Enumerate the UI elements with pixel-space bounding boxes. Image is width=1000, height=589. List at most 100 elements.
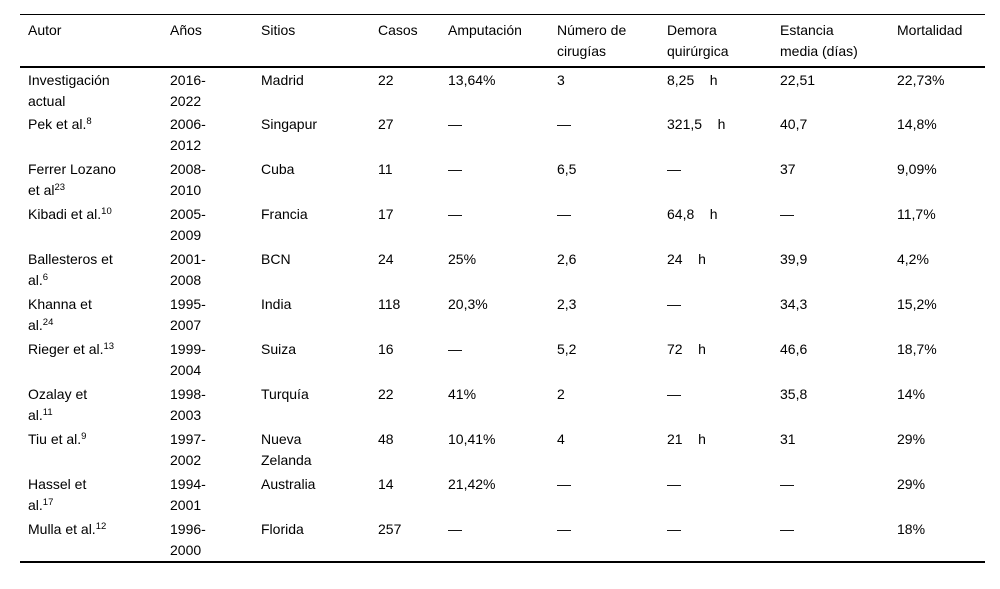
cell-cirugias: 6,5 xyxy=(557,161,577,177)
table-row: Tiu et al.9 1997- 2002 Nueva Zelanda 48 … xyxy=(20,427,985,472)
column-header-autor: Autor xyxy=(28,22,62,38)
cell-estancia: 34,3 xyxy=(780,296,808,312)
table-row: Rieger et al.13 1999- 2004 Suiza 16 — 5,… xyxy=(20,337,985,382)
cell-sitios: Madrid xyxy=(261,72,304,88)
cell-sitios: BCN xyxy=(261,251,291,267)
cell-amputacion: — xyxy=(448,521,462,537)
cell-estancia: 46,6 xyxy=(780,341,808,357)
column-header-casos: Casos xyxy=(378,22,418,38)
cell-anos: 1996- 2000 xyxy=(170,521,206,558)
cell-estancia: — xyxy=(780,206,794,222)
author-name: Hassel et al. xyxy=(28,476,87,513)
cell-sitios: Turquía xyxy=(261,386,309,402)
cell-anos: 1998- 2003 xyxy=(170,386,206,423)
cell-amputacion: 13,64% xyxy=(448,72,496,88)
cell-autor: Ferrer Lozano et al23 xyxy=(20,157,170,202)
reference-superscript: 12 xyxy=(95,521,107,532)
cell-sitios: Australia xyxy=(261,476,316,492)
cell-estancia: 22,51 xyxy=(780,72,816,88)
cell-mortalidad: 15,2% xyxy=(897,296,937,312)
cell-amputacion: 41% xyxy=(448,386,477,402)
reference-superscript: 11 xyxy=(42,407,53,418)
author-name: Ferrer Lozano et al xyxy=(28,161,116,198)
cell-amputacion: 10,41% xyxy=(448,431,496,447)
table-row: Ozalay et al.11 1998- 2003 Turquía 22 41… xyxy=(20,382,985,427)
cell-mortalidad: 29% xyxy=(897,476,926,492)
comparison-table-container: Autor Años Sitios Casos Amputación Númer… xyxy=(20,14,985,563)
cell-anos: 1997- 2002 xyxy=(170,431,206,468)
table-row: Investigación actual 2016- 2022 Madrid 2… xyxy=(20,67,985,112)
cell-sitios: Francia xyxy=(261,206,308,222)
cell-demora: 24 h xyxy=(667,251,706,267)
author-name: Kibadi et al. xyxy=(28,206,102,222)
cell-autor: Hassel et al.17 xyxy=(20,472,170,517)
reference-superscript: 6 xyxy=(42,272,49,283)
cell-amputacion: 20,3% xyxy=(448,296,488,312)
author-name: Rieger et al. xyxy=(28,341,104,357)
table-row: Ballesteros et al.6 2001- 2008 BCN 24 25… xyxy=(20,247,985,292)
cell-estancia: 39,9 xyxy=(780,251,808,267)
cell-casos: 118 xyxy=(378,296,401,312)
cell-cirugias: 2 xyxy=(557,386,565,402)
author-name: Mulla et al. xyxy=(28,521,96,537)
cell-casos: 48 xyxy=(378,431,394,447)
column-header-cirugias: Número de cirugías xyxy=(557,22,627,59)
cell-mortalidad: 14% xyxy=(897,386,926,402)
column-header-estancia: Estancia media (días) xyxy=(780,22,858,59)
study-comparison-table: Autor Años Sitios Casos Amputación Númer… xyxy=(20,14,985,563)
cell-autor: Ballesteros et al.6 xyxy=(20,247,170,292)
cell-casos: 16 xyxy=(378,341,394,357)
cell-estancia: 35,8 xyxy=(780,386,808,402)
cell-mortalidad: 18% xyxy=(897,521,926,537)
cell-estancia: 31 xyxy=(780,431,796,447)
cell-anos: 2008- 2010 xyxy=(170,161,206,198)
cell-anos: 2005- 2009 xyxy=(170,206,206,243)
table-row: Hassel et al.17 1994- 2001 Australia 14 … xyxy=(20,472,985,517)
author-name: Khanna et al. xyxy=(28,296,92,333)
author-name: Investigación actual xyxy=(28,72,110,109)
cell-cirugias: — xyxy=(557,521,571,537)
author-name: Ballesteros et al. xyxy=(28,251,113,288)
cell-demora: — xyxy=(667,296,681,312)
cell-estancia: — xyxy=(780,521,794,537)
cell-cirugias: 4 xyxy=(557,431,565,447)
cell-casos: 24 xyxy=(378,251,394,267)
reference-superscript: 24 xyxy=(42,317,54,328)
cell-estancia: 37 xyxy=(780,161,796,177)
cell-amputacion: — xyxy=(448,206,462,222)
cell-demora: — xyxy=(667,386,681,402)
author-name: Pek et al. xyxy=(28,116,87,132)
cell-amputacion: 21,42% xyxy=(448,476,496,492)
cell-sitios: Nueva Zelanda xyxy=(261,431,312,468)
table-body: Investigación actual 2016- 2022 Madrid 2… xyxy=(20,67,985,562)
cell-sitios: India xyxy=(261,296,292,312)
cell-demora: 72 h xyxy=(667,341,706,357)
cell-demora: — xyxy=(667,161,681,177)
cell-anos: 1999- 2004 xyxy=(170,341,206,378)
table-row: Mulla et al.12 1996- 2000 Florida 257 — … xyxy=(20,517,985,562)
author-name: Ozalay et al. xyxy=(28,386,88,423)
cell-casos: 11 xyxy=(378,161,393,177)
cell-autor: Tiu et al.9 xyxy=(20,427,170,472)
cell-autor: Kibadi et al.10 xyxy=(20,202,170,247)
cell-demora: 8,25 h xyxy=(667,72,718,88)
cell-autor: Rieger et al.13 xyxy=(20,337,170,382)
reference-superscript: 8 xyxy=(86,116,92,127)
table-row: Kibadi et al.10 2005- 2009 Francia 17 — … xyxy=(20,202,985,247)
cell-cirugias: 2,6 xyxy=(557,251,577,267)
cell-mortalidad: 4,2% xyxy=(897,251,929,267)
cell-demora: 321,5 h xyxy=(667,116,726,132)
cell-cirugias: 5,2 xyxy=(557,341,577,357)
reference-superscript: 9 xyxy=(81,431,87,442)
column-header-sitios: Sitios xyxy=(261,22,296,38)
cell-mortalidad: 29% xyxy=(897,431,926,447)
cell-cirugias: — xyxy=(557,116,571,132)
cell-sitios: Florida xyxy=(261,521,304,537)
column-header-anos: Años xyxy=(170,22,202,38)
column-header-demora: Demora quirúrgica xyxy=(667,22,729,59)
cell-mortalidad: 9,09% xyxy=(897,161,937,177)
reference-superscript: 13 xyxy=(103,341,115,352)
cell-estancia: 40,7 xyxy=(780,116,808,132)
cell-anos: 2006- 2012 xyxy=(170,116,206,153)
table-row: Ferrer Lozano et al23 2008- 2010 Cuba 11… xyxy=(20,157,985,202)
